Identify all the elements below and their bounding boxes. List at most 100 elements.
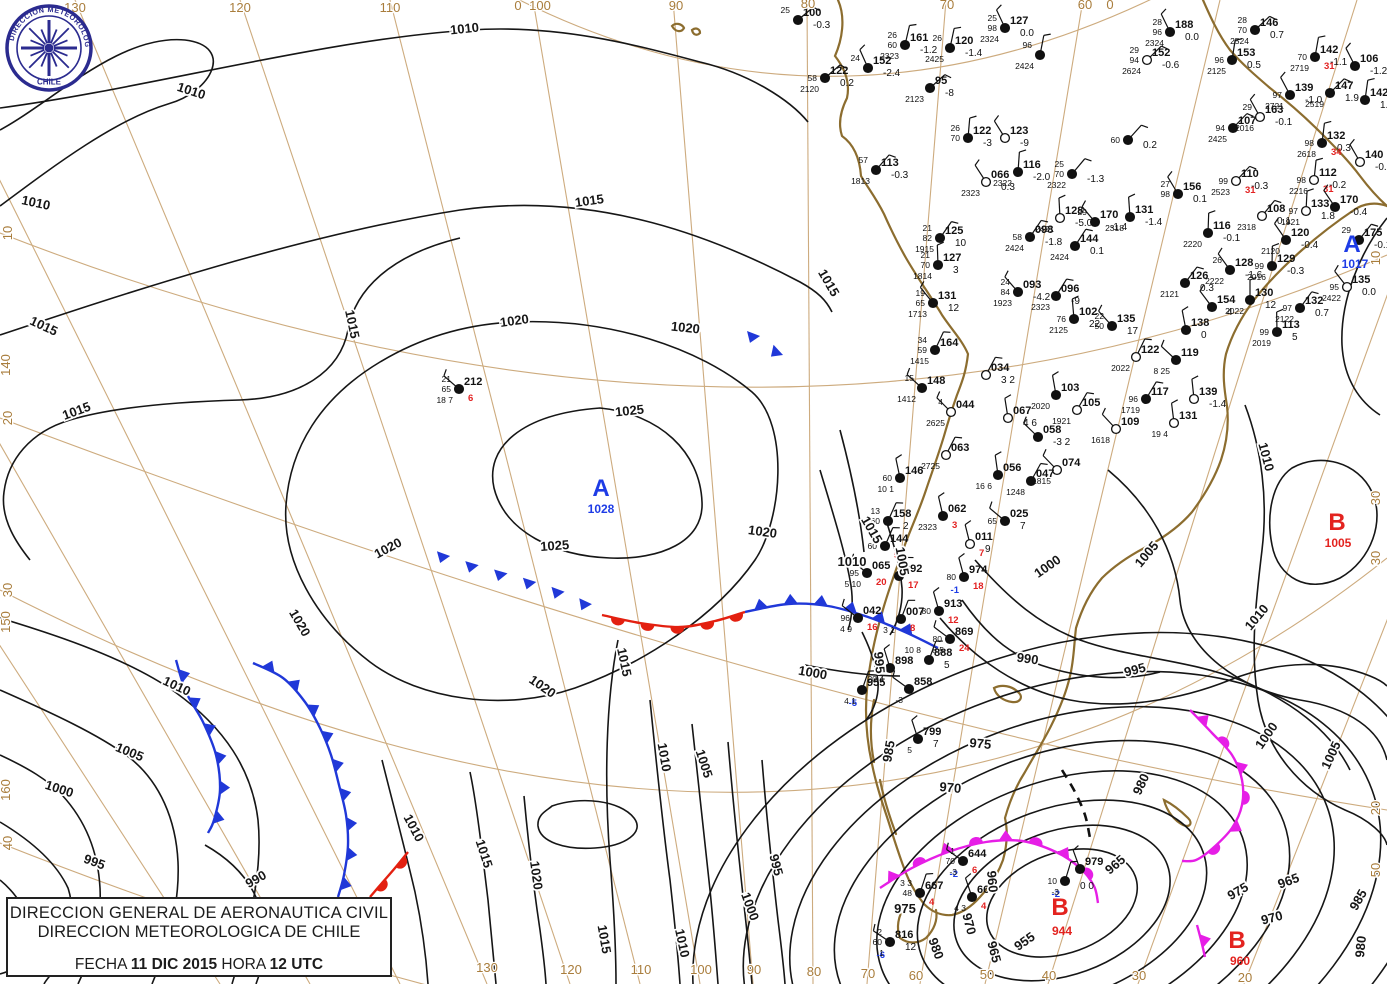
- station-text: 2122: [1275, 314, 1294, 324]
- station-circle: [937, 510, 949, 522]
- station-text: 25: [988, 13, 998, 23]
- meridian-line: [74, 0, 488, 984]
- front-triangle: [261, 660, 275, 673]
- station-text: 5: [1292, 332, 1298, 343]
- station-text: 94: [1216, 123, 1226, 133]
- station-text: 29: [1342, 225, 1352, 235]
- wind-barb-tick: [1041, 219, 1049, 223]
- grid-coordinate-label: 20: [0, 411, 15, 425]
- station-circle: [1316, 137, 1328, 149]
- station-plot: 170-1.4 29: [1078, 200, 1128, 233]
- wind-barb-tick: [938, 492, 945, 498]
- station-text: 2: [877, 927, 882, 937]
- station-text: 82: [923, 233, 933, 243]
- wind-barb-tick: [1004, 270, 1009, 278]
- seal-compass-ray: [28, 50, 47, 69]
- station-circle: [1068, 313, 1080, 325]
- station-text: 2022: [1111, 363, 1130, 373]
- front-triangle: [1199, 934, 1211, 948]
- station-circle: [1141, 54, 1153, 66]
- station-circle: [1226, 54, 1238, 66]
- low-center: B 944: [1051, 894, 1072, 938]
- station-pressure: 95: [935, 75, 947, 87]
- isobar: [0, 204, 833, 336]
- seal-compass-ray: [53, 49, 68, 57]
- station-text: 2725: [921, 461, 940, 471]
- station-text: 98: [1297, 175, 1307, 185]
- isobar: [861, 631, 879, 721]
- station-circle: [862, 62, 874, 74]
- isobar: [974, 559, 1351, 771]
- wind-barb-tick: [1042, 449, 1047, 456]
- isobar-value-label: 1000: [1252, 719, 1281, 751]
- grid-coordinate-label: 120: [560, 962, 582, 977]
- station-pressure: 025: [1010, 508, 1028, 520]
- front-semicircle: [670, 627, 685, 634]
- station-pressure: 816: [895, 929, 913, 941]
- station-plot: 955 -54 1: [844, 670, 885, 709]
- station-text: 70: [1055, 169, 1065, 179]
- center-symbol: A: [592, 475, 609, 502]
- station-circle: [992, 469, 1004, 481]
- wind-barb-tick: [1072, 845, 1079, 851]
- isobar-value-label: 1020: [499, 311, 530, 330]
- station-text: 60: [888, 40, 898, 50]
- station-text: 1713: [908, 309, 927, 319]
- wind-barb-tick: [1040, 462, 1048, 466]
- fecha-value: 11 DIC 2015: [130, 956, 218, 973]
- isobar: [885, 519, 903, 636]
- station-text: 2019: [1252, 338, 1271, 348]
- station-text: 2523: [1211, 187, 1230, 197]
- seal-compass-ray: [53, 39, 68, 47]
- isobar-value-label: 1020: [372, 535, 405, 562]
- grid-coordinate-label: 40: [0, 836, 15, 850]
- station-text: -0.3: [891, 170, 909, 181]
- station-text: 2324: [1145, 38, 1164, 48]
- station-pressure: 116: [1213, 220, 1231, 232]
- grid-coordinate-label: 60: [1078, 0, 1092, 12]
- wind-barb-tick: [994, 451, 1002, 456]
- isobar-value-label: 1020: [670, 319, 700, 337]
- station-text: 0.5: [1247, 60, 1261, 71]
- wind-barb-tick: [911, 715, 918, 721]
- station-text: -5: [849, 698, 858, 709]
- cold-front: [252, 660, 358, 898]
- station-pressure: 152: [873, 55, 891, 67]
- station-text: 28: [1238, 15, 1248, 25]
- station-text: 24: [959, 643, 970, 654]
- isobar-value-label: 1005: [113, 739, 145, 764]
- station-text: 2121: [1160, 289, 1179, 299]
- station-text: 98: [1161, 189, 1171, 199]
- seal-compass-ray: [30, 49, 45, 57]
- station-circle: [944, 42, 956, 54]
- wind-barb-tick: [1141, 124, 1149, 129]
- station-plot: 163-0.1 29 2016: [1235, 93, 1293, 133]
- station-text: 57: [859, 155, 869, 165]
- station-text: 2318: [1105, 223, 1124, 233]
- parallel-line: [518, 0, 1151, 77]
- station-pressure: 105: [1082, 397, 1100, 409]
- station-text: 13: [871, 506, 881, 516]
- station-plot: 170-0.4: [1323, 184, 1368, 218]
- station-text: 2323: [1031, 302, 1050, 312]
- station-circle: [1224, 264, 1236, 276]
- isobar-ring-990: [692, 631, 1387, 984]
- isobar-value-label: 1010: [672, 927, 693, 958]
- wind-barb-tick: [1249, 165, 1257, 170]
- station-text: 0.0: [1362, 287, 1376, 298]
- isobar-value-label: 1025: [540, 537, 570, 554]
- isobar-value-label: 1010: [20, 192, 51, 213]
- seal-inner-ring: [16, 15, 82, 81]
- station-text: -0.4: [1301, 240, 1319, 251]
- station-pressure: 131: [1179, 410, 1197, 422]
- isobar-ring-980: [788, 705, 1336, 984]
- station-text: -0.2: [1375, 162, 1387, 173]
- station-text: -3 2: [1053, 437, 1071, 448]
- station-text: 20: [876, 577, 887, 588]
